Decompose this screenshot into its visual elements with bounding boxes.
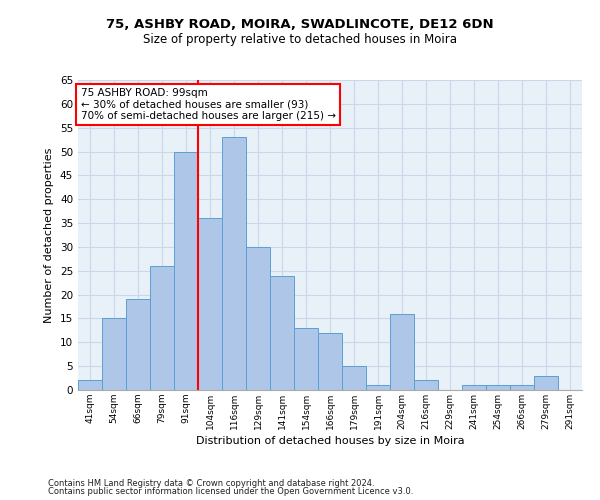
- X-axis label: Distribution of detached houses by size in Moira: Distribution of detached houses by size …: [196, 436, 464, 446]
- Text: 75, ASHBY ROAD, MOIRA, SWADLINCOTE, DE12 6DN: 75, ASHBY ROAD, MOIRA, SWADLINCOTE, DE12…: [106, 18, 494, 30]
- Bar: [246, 247, 270, 390]
- Text: Contains public sector information licensed under the Open Government Licence v3: Contains public sector information licen…: [48, 487, 413, 496]
- Bar: [270, 276, 294, 390]
- Bar: [486, 385, 510, 390]
- Bar: [150, 266, 174, 390]
- Bar: [222, 137, 246, 390]
- Bar: [462, 385, 486, 390]
- Bar: [318, 333, 342, 390]
- Bar: [174, 152, 198, 390]
- Bar: [102, 318, 126, 390]
- Text: Size of property relative to detached houses in Moira: Size of property relative to detached ho…: [143, 32, 457, 46]
- Bar: [534, 376, 558, 390]
- Bar: [366, 385, 390, 390]
- Bar: [78, 380, 102, 390]
- Bar: [294, 328, 318, 390]
- Text: 75 ASHBY ROAD: 99sqm
← 30% of detached houses are smaller (93)
70% of semi-detac: 75 ASHBY ROAD: 99sqm ← 30% of detached h…: [80, 88, 335, 121]
- Bar: [198, 218, 222, 390]
- Bar: [390, 314, 414, 390]
- Y-axis label: Number of detached properties: Number of detached properties: [44, 148, 55, 322]
- Bar: [510, 385, 534, 390]
- Text: Contains HM Land Registry data © Crown copyright and database right 2024.: Contains HM Land Registry data © Crown c…: [48, 478, 374, 488]
- Bar: [414, 380, 438, 390]
- Bar: [126, 300, 150, 390]
- Bar: [342, 366, 366, 390]
